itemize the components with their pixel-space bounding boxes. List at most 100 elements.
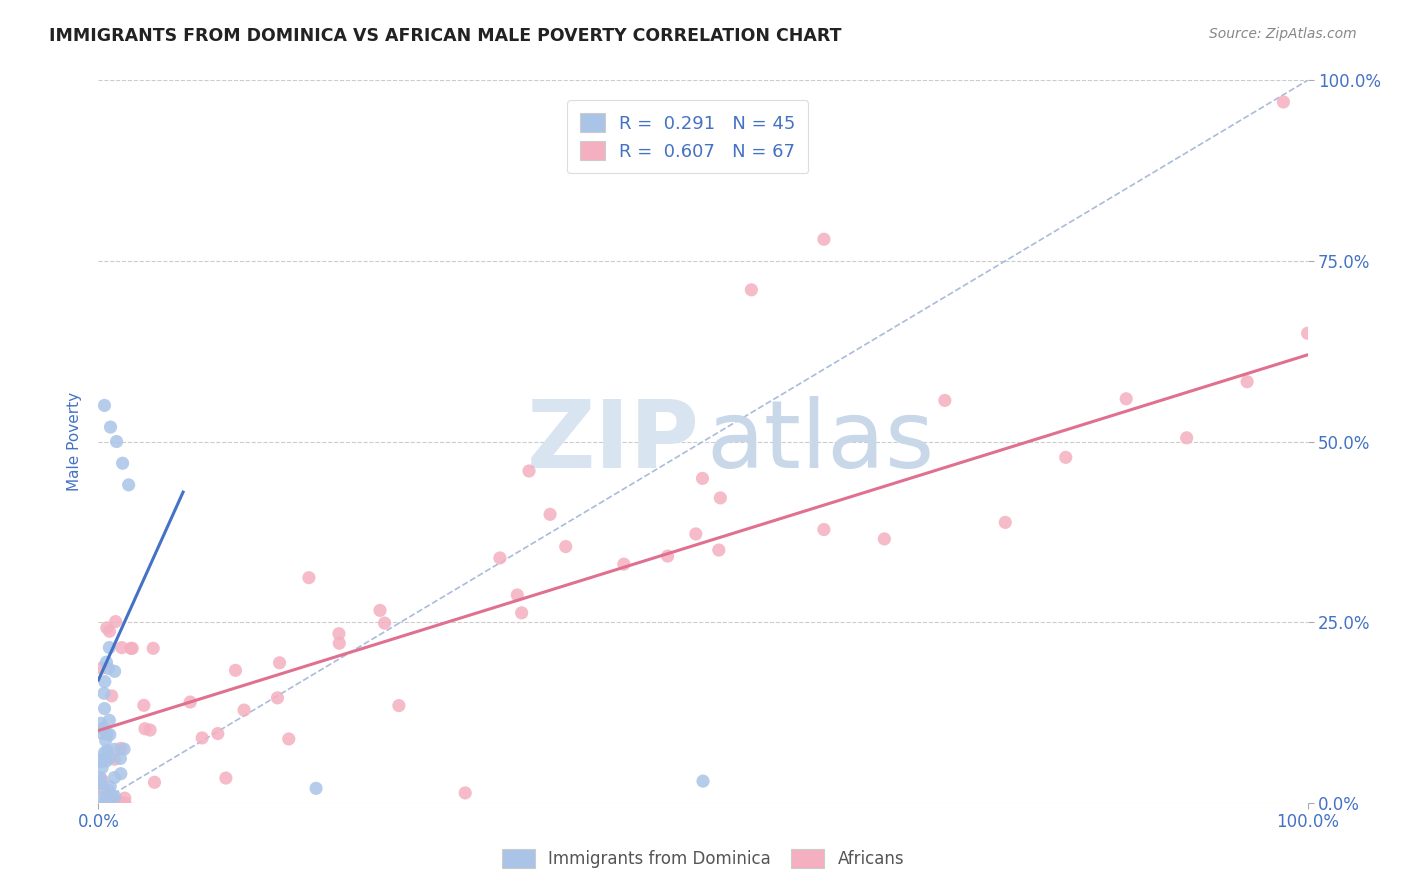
Point xyxy=(103,771,125,785)
Point xyxy=(98,640,121,655)
Point xyxy=(143,775,166,789)
Point xyxy=(94,791,117,805)
Point xyxy=(91,761,114,775)
Point xyxy=(91,781,114,796)
Point xyxy=(328,636,350,650)
Point xyxy=(374,616,396,631)
Point xyxy=(96,621,118,635)
Point xyxy=(94,733,117,747)
Point xyxy=(98,714,121,728)
Point xyxy=(692,471,714,485)
Point xyxy=(517,464,540,478)
Point xyxy=(90,661,112,675)
Point xyxy=(1272,95,1295,109)
Point xyxy=(118,478,141,492)
Point xyxy=(142,641,165,656)
Legend: Immigrants from Dominica, Africans: Immigrants from Dominica, Africans xyxy=(495,843,911,875)
Point xyxy=(101,789,124,804)
Point xyxy=(100,420,122,434)
Point xyxy=(215,771,238,785)
Point xyxy=(104,789,127,804)
Point xyxy=(104,615,127,629)
Point xyxy=(191,731,214,745)
Point xyxy=(233,703,256,717)
Point xyxy=(90,771,112,785)
Text: Source: ZipAtlas.com: Source: ZipAtlas.com xyxy=(1209,27,1357,41)
Point xyxy=(139,723,162,737)
Point xyxy=(98,780,121,794)
Point xyxy=(93,398,115,412)
Point xyxy=(97,783,120,797)
Point xyxy=(685,527,707,541)
Point xyxy=(91,726,114,740)
Point xyxy=(89,776,111,790)
Point xyxy=(813,232,835,246)
Point xyxy=(613,557,636,571)
Point xyxy=(93,686,115,700)
Text: IMMIGRANTS FROM DOMINICA VS AFRICAN MALE POVERTY CORRELATION CHART: IMMIGRANTS FROM DOMINICA VS AFRICAN MALE… xyxy=(49,27,842,45)
Point xyxy=(104,752,127,766)
Point xyxy=(1175,431,1198,445)
Point xyxy=(1236,375,1258,389)
Legend: R =  0.291   N = 45, R =  0.607   N = 67: R = 0.291 N = 45, R = 0.607 N = 67 xyxy=(567,100,808,173)
Point xyxy=(101,796,124,810)
Point xyxy=(103,742,125,756)
Point xyxy=(298,571,321,585)
Point xyxy=(506,588,529,602)
Point xyxy=(87,775,110,789)
Point xyxy=(93,701,115,715)
Point xyxy=(89,790,111,805)
Point xyxy=(90,716,112,731)
Point xyxy=(554,540,576,554)
Point xyxy=(94,674,117,689)
Point xyxy=(111,456,134,470)
Point xyxy=(96,655,118,669)
Point xyxy=(707,543,730,558)
Point xyxy=(89,752,111,766)
Point xyxy=(179,695,201,709)
Point xyxy=(105,434,128,449)
Text: atlas: atlas xyxy=(707,395,935,488)
Point xyxy=(873,532,896,546)
Point xyxy=(96,754,118,768)
Point xyxy=(110,766,132,780)
Point xyxy=(709,491,731,505)
Text: ZIP: ZIP xyxy=(526,395,699,488)
Point xyxy=(207,726,229,740)
Point xyxy=(657,549,679,563)
Point xyxy=(1115,392,1137,406)
Point xyxy=(134,722,156,736)
Point xyxy=(112,742,135,756)
Point xyxy=(108,796,131,810)
Point xyxy=(96,727,118,741)
Point xyxy=(98,728,121,742)
Point xyxy=(277,731,299,746)
Point xyxy=(266,690,288,705)
Point xyxy=(538,508,561,522)
Point xyxy=(692,774,714,789)
Point xyxy=(132,698,155,713)
Point xyxy=(98,751,121,765)
Point xyxy=(96,744,118,758)
Point xyxy=(120,641,142,656)
Point xyxy=(90,772,112,787)
Point xyxy=(994,516,1017,530)
Point xyxy=(454,786,477,800)
Point xyxy=(1296,326,1319,341)
Point xyxy=(104,665,127,679)
Point xyxy=(813,523,835,537)
Point xyxy=(328,626,350,640)
Point xyxy=(111,640,134,655)
Point xyxy=(100,689,122,703)
Point xyxy=(934,393,956,408)
Point xyxy=(97,661,120,675)
Point xyxy=(510,606,533,620)
Point xyxy=(368,603,391,617)
Point xyxy=(1054,450,1077,465)
Point xyxy=(110,741,132,756)
Point xyxy=(489,551,512,566)
Point xyxy=(224,663,246,677)
Point xyxy=(96,794,118,808)
Point xyxy=(121,641,143,656)
Point xyxy=(388,698,411,713)
